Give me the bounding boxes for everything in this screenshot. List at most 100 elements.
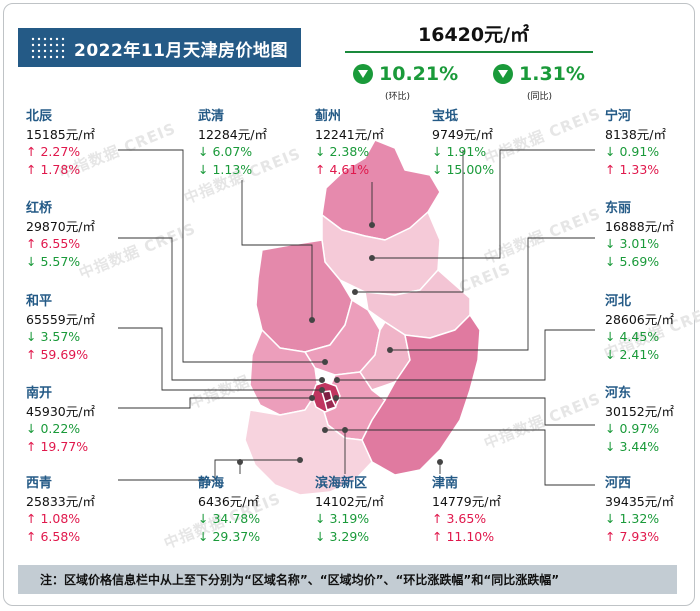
overall-yoy-value: 1.31% [519,63,585,85]
district-price: 15185元/㎡ [26,127,95,142]
district-name: 宝坻 [432,109,459,124]
district-yoy-change: ↑ 7.93% [605,529,660,544]
district-info: 西青 25833元/㎡ ↑ 1.08% ↑ 6.58% [26,475,95,546]
district-info: 宝坻 9749元/㎡ ↓ 1.91% ↓ 15.00% [432,108,494,179]
district-price: 28606元/㎡ [605,312,674,327]
leader-hongqiao [118,237,322,381]
district-yoy-change: ↑ 19.77% [26,439,89,454]
region-hexi [324,398,337,411]
district-info: 津南 14779元/㎡ ↑ 3.65% ↑ 11.10% [432,475,501,546]
district-price: 8138元/㎡ [605,127,667,142]
district-price: 14102元/㎡ [315,494,384,509]
district-price: 16888元/㎡ [605,219,674,234]
district-yoy-change: ↑ 6.58% [26,529,81,544]
leader-wuqing [241,180,313,320]
district-yoy-change: ↓ 5.57% [26,254,81,269]
district-info: 滨海新区 14102元/㎡ ↓ 3.19% ↓ 3.29% [315,475,384,546]
overall-price: 16420元/㎡ [418,24,530,46]
district-mom-change: ↓ 3.01% [605,236,660,251]
title-banner: 2022年11月天津房价地图 [18,28,301,67]
district-name: 宁河 [605,109,632,124]
district-name: 津南 [432,476,459,491]
district-price: 12284元/㎡ [198,127,267,142]
leader-ninghe [372,149,595,259]
district-info: 南开 45930元/㎡ ↓ 0.22% ↑ 19.77% [26,385,95,456]
district-mom-change: ↓ 3.57% [26,329,81,344]
page-title: 2022年11月天津房价地图 [74,41,288,61]
leader-heping [118,327,322,391]
district-mom-change: ↓ 34.78% [198,511,261,526]
district-mom-change: ↑ 3.65% [432,511,487,526]
footnote-text: 注：区域价格信息栏中从上至下分别为“区域名称”、“区域均价”、“环比涨跌幅”和“… [40,573,560,587]
district-name: 河东 [605,386,632,401]
district-price: 39435元/㎡ [605,494,674,509]
district-yoy-change: ↑ 11.10% [432,529,495,544]
overall-yoy: 1.31% [493,63,585,85]
district-name: 武清 [198,109,225,124]
region-binhai [361,314,481,476]
district-mom-change: ↓ 3.19% [315,511,370,526]
leader-beichen [118,149,325,363]
district-name: 东丽 [605,201,632,216]
district-name: 河北 [605,294,632,309]
district-mom-change: ↓ 2.38% [315,144,370,159]
leader-hebei [337,329,595,381]
district-name: 西青 [26,476,53,491]
district-price: 6436元/㎡ [198,494,260,509]
district-name: 河西 [605,476,632,491]
down-arrow-icon [493,64,513,84]
district-info: 静海 6436元/㎡ ↓ 34.78% ↓ 29.37% [198,475,260,546]
district-yoy-change: ↓ 3.44% [605,439,660,454]
district-yoy-change: ↓ 15.00% [432,162,495,177]
leader-hexi [325,429,595,486]
district-yoy-change: ↑ 59.69% [26,347,89,362]
district-price: 9749元/㎡ [432,127,494,142]
district-info: 北辰 15185元/㎡ ↑ 2.27% ↑ 1.78% [26,108,95,179]
district-info: 河北 28606元/㎡ ↓ 4.45% ↓ 2.41% [605,293,674,364]
district-yoy-change: ↑ 4.61% [315,162,370,177]
district-yoy-change: ↓ 5.69% [605,254,660,269]
district-info: 和平 65559元/㎡ ↓ 3.57% ↑ 59.69% [26,293,95,364]
district-info: 蓟州 12241元/㎡ ↓ 2.38% ↑ 4.61% [315,108,384,179]
district-mom-change: ↑ 6.55% [26,236,81,251]
district-info: 红桥 29870元/㎡ ↑ 6.55% ↓ 5.57% [26,200,95,271]
district-price: 14779元/㎡ [432,494,501,509]
district-mom-change: ↓ 0.97% [605,421,660,436]
district-info: 宁河 8138元/㎡ ↓ 0.91% ↑ 1.33% [605,108,666,179]
header-divider [345,51,593,53]
leader-xiqing [118,459,300,481]
district-mom-change: ↑ 1.08% [26,511,81,526]
district-info: 武清 12284元/㎡ ↓ 6.07% ↓ 1.13% [198,108,267,179]
district-price: 45930元/㎡ [26,404,95,419]
district-name: 滨海新区 [315,476,368,491]
district-name: 静海 [198,476,225,491]
district-yoy-change: ↓ 1.13% [198,162,253,177]
district-yoy-change: ↓ 29.37% [198,529,261,544]
district-price: 30152元/㎡ [605,404,674,419]
down-arrow-icon [353,64,373,84]
district-price: 65559元/㎡ [26,312,95,327]
district-mom-change: ↓ 0.91% [605,144,660,159]
leader-nankai [118,397,312,409]
district-mom-change: ↑ 2.27% [26,144,81,159]
district-yoy-change: ↓ 2.41% [605,347,660,362]
overall-mom-label: (环比) [385,92,411,102]
district-mom-change: ↓ 4.45% [605,329,660,344]
district-name: 南开 [26,386,53,401]
district-name: 北辰 [26,109,53,124]
footnote: 注：区域价格信息栏中从上至下分别为“区域名称”、“区域均价”、“环比涨跌幅”和“… [18,565,677,594]
district-info: 河西 39435元/㎡ ↓ 1.32% ↑ 7.93% [605,475,674,546]
district-mom-change: ↓ 1.91% [432,144,487,159]
district-price: 12241元/㎡ [315,127,384,142]
district-name: 蓟州 [315,109,342,124]
district-yoy-change: ↑ 1.33% [605,162,660,177]
district-info: 东丽 16888元/㎡ ↓ 3.01% ↓ 5.69% [605,200,674,271]
leader-dongli [390,237,595,351]
district-yoy-change: ↓ 3.29% [315,529,370,544]
district-name: 红桥 [26,201,53,216]
overall-yoy-label: (同比) [527,92,553,102]
district-price: 25833元/㎡ [26,494,95,509]
leader-baodi [355,150,464,293]
district-mom-change: ↓ 6.07% [198,144,253,159]
